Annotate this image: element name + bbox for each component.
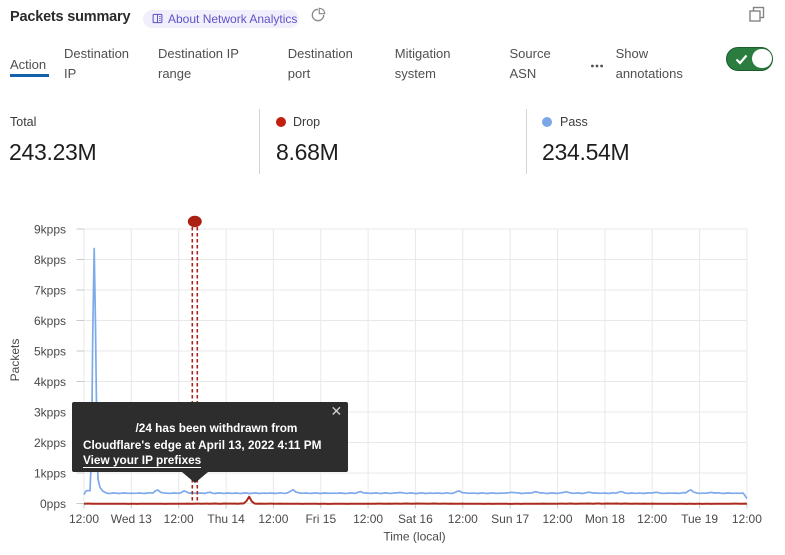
- svg-text:1kpps: 1kpps: [34, 466, 66, 480]
- svg-text:12:00: 12:00: [542, 512, 572, 526]
- svg-text:Time (local): Time (local): [383, 530, 445, 544]
- svg-text:Sun 17: Sun 17: [491, 512, 529, 526]
- svg-text:5kpps: 5kpps: [34, 344, 66, 358]
- svg-text:8kpps: 8kpps: [34, 253, 66, 267]
- svg-text:12:00: 12:00: [448, 512, 478, 526]
- svg-text:Thu 14: Thu 14: [207, 512, 245, 526]
- svg-text:12:00: 12:00: [732, 512, 762, 526]
- svg-text:7kpps: 7kpps: [34, 283, 66, 297]
- svg-text:3kpps: 3kpps: [34, 405, 66, 419]
- svg-text:0pps: 0pps: [40, 497, 66, 511]
- svg-text:9kpps: 9kpps: [34, 222, 66, 236]
- svg-text:12:00: 12:00: [637, 512, 667, 526]
- svg-text:Wed 13: Wed 13: [111, 512, 152, 526]
- svg-text:6kpps: 6kpps: [34, 314, 66, 328]
- svg-text:12:00: 12:00: [69, 512, 99, 526]
- svg-text:Packets: Packets: [8, 339, 22, 382]
- svg-text:12:00: 12:00: [164, 512, 194, 526]
- svg-text:Tue 19: Tue 19: [681, 512, 718, 526]
- svg-text:2kpps: 2kpps: [34, 436, 66, 450]
- svg-text:Sat 16: Sat 16: [398, 512, 433, 526]
- svg-text:12:00: 12:00: [258, 512, 288, 526]
- svg-text:12:00: 12:00: [353, 512, 383, 526]
- svg-text:Fri 15: Fri 15: [305, 512, 336, 526]
- svg-text:Mon 18: Mon 18: [585, 512, 625, 526]
- svg-text:4kpps: 4kpps: [34, 375, 66, 389]
